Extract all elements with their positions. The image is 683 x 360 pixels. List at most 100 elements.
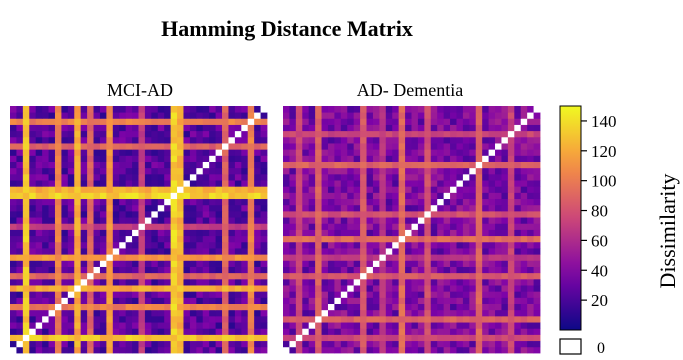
heatmap-cell (183, 285, 191, 292)
heatmap-cell (151, 223, 159, 230)
heatmap-cell (164, 192, 172, 200)
heatmap-cell (170, 198, 178, 206)
heatmap-cell (215, 118, 223, 125)
heatmap-cell (417, 130, 425, 138)
heatmap-diagonal-cell (177, 186, 184, 193)
heatmap-cell (321, 223, 329, 230)
heatmap-cell (61, 346, 69, 354)
heatmap-cell (112, 328, 120, 335)
heatmap-cell (507, 186, 515, 193)
heatmap-cell (456, 106, 464, 113)
heatmap-cell (48, 272, 56, 280)
heatmap-cell (495, 223, 502, 230)
heatmap-cell (495, 149, 502, 156)
heatmap-cell (138, 192, 146, 200)
heatmap-cell (144, 106, 152, 113)
heatmap-cell (308, 155, 316, 162)
heatmap-diagonal-cell (385, 248, 393, 255)
heatmap-cell (283, 192, 290, 200)
heatmap-cell (321, 143, 329, 150)
heatmap-cell (353, 155, 361, 162)
heatmap-cell (533, 266, 541, 274)
heatmap-cell (475, 254, 483, 261)
heatmap-cell (234, 303, 242, 311)
heatmap-cell (93, 161, 101, 169)
heatmap-cell (215, 217, 223, 224)
heatmap-cell (340, 260, 348, 267)
heatmap-cell (74, 149, 82, 156)
heatmap-cell (106, 124, 114, 132)
heatmap-cell (443, 130, 451, 138)
heatmap-ad-dementia (283, 106, 541, 354)
heatmap-diagonal-cell (170, 192, 178, 200)
heatmap-cell (254, 173, 261, 181)
heatmap-cell (87, 173, 94, 181)
heatmap-cell (80, 204, 88, 212)
heatmap-cell (520, 254, 528, 261)
heatmap-diagonal-cell (234, 130, 242, 138)
heatmap-cell (507, 112, 515, 119)
heatmap-cell (228, 198, 236, 206)
heatmap-cell (144, 285, 152, 292)
heatmap-cell (183, 118, 191, 125)
heatmap-cell (334, 149, 342, 156)
heatmap-cell (10, 278, 17, 286)
heatmap-cell (209, 322, 216, 329)
heatmap-cell (495, 198, 502, 206)
heatmap-cell (289, 192, 297, 200)
heatmap-diagonal-cell (29, 328, 37, 335)
heatmap-diagonal-cell (209, 155, 216, 162)
heatmap-cell (87, 241, 94, 249)
heatmap-cell (327, 241, 335, 249)
heatmap-cell (347, 303, 355, 311)
heatmap-cell (48, 334, 56, 342)
heatmap-cell (347, 167, 355, 175)
heatmap-cell (430, 285, 438, 292)
heatmap-cell (372, 149, 380, 156)
heatmap-cell (202, 346, 210, 354)
heatmap-cell (80, 143, 88, 150)
heatmap-cell (495, 130, 502, 138)
heatmap-cell (234, 217, 242, 224)
heatmap-cell (202, 143, 210, 150)
heatmap-cell (42, 241, 49, 249)
heatmap-cell (61, 260, 69, 267)
heatmap-cell (443, 272, 451, 280)
heatmap-cell (514, 136, 522, 144)
heatmap-cell (405, 112, 412, 119)
heatmap-cell (74, 198, 82, 206)
heatmap-cell (74, 106, 82, 113)
heatmap-cell (228, 315, 236, 323)
heatmap-cell (260, 297, 268, 304)
heatmap-cell (495, 254, 502, 261)
heatmap-cell (138, 229, 146, 237)
heatmap-cell (405, 198, 412, 206)
colorbar-tick-label: 120 (591, 142, 617, 161)
heatmap-cell (10, 198, 17, 206)
heatmap-cell (35, 254, 43, 261)
heatmap-cell (283, 217, 290, 224)
heatmap-cell (488, 112, 496, 119)
heatmap-cell (61, 248, 69, 255)
heatmap-cell (353, 167, 361, 175)
heatmap-cell (196, 291, 204, 298)
heatmap-cell (411, 322, 419, 329)
heatmap-cell (42, 248, 49, 255)
heatmap-cell (144, 161, 152, 169)
heatmap-cell (209, 297, 216, 304)
heatmap-cell (80, 198, 88, 206)
heatmap-cell (295, 346, 303, 354)
heatmap-cell (177, 161, 184, 169)
heatmap-cell (177, 112, 184, 119)
heatmap-cell (450, 136, 457, 144)
heatmap-cell (119, 278, 127, 286)
heatmap-cell (196, 322, 204, 329)
heatmap-cell (482, 303, 489, 311)
heatmap-cell (360, 180, 367, 187)
heatmap-cell (164, 204, 172, 212)
heatmap-cell (514, 210, 522, 218)
heatmap-cell (334, 303, 342, 311)
heatmap-cell (424, 340, 432, 348)
heatmap-cell (347, 272, 355, 280)
heatmap-cell (80, 235, 88, 243)
